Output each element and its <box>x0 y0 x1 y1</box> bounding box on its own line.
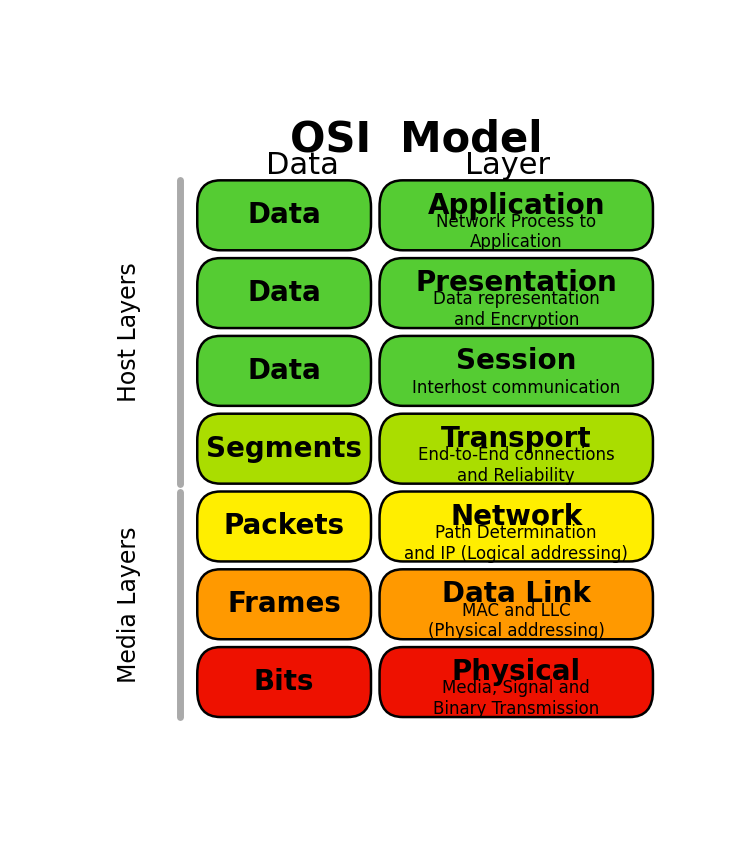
Text: Data: Data <box>266 151 339 180</box>
FancyBboxPatch shape <box>379 570 653 639</box>
FancyBboxPatch shape <box>379 258 653 328</box>
Text: Interhost communication: Interhost communication <box>412 379 620 396</box>
Text: Host Layers: Host Layers <box>117 262 141 402</box>
Text: Data representation
and Encryption: Data representation and Encryption <box>433 290 600 329</box>
Text: MAC and LLC
(Physical addressing): MAC and LLC (Physical addressing) <box>428 602 605 640</box>
FancyBboxPatch shape <box>197 647 371 717</box>
FancyBboxPatch shape <box>197 258 371 328</box>
Text: Presentation: Presentation <box>415 269 617 297</box>
Text: Network Process to
Application: Network Process to Application <box>436 213 596 251</box>
Text: End-to-End connections
and Reliability: End-to-End connections and Reliability <box>418 446 614 485</box>
Text: Media Layers: Media Layers <box>117 526 141 683</box>
Text: Layer: Layer <box>465 151 551 180</box>
FancyBboxPatch shape <box>379 492 653 561</box>
FancyBboxPatch shape <box>379 647 653 717</box>
FancyBboxPatch shape <box>197 492 371 561</box>
Text: Bits: Bits <box>254 668 315 696</box>
FancyBboxPatch shape <box>197 180 371 250</box>
FancyBboxPatch shape <box>197 413 371 484</box>
FancyBboxPatch shape <box>379 336 653 406</box>
Text: Physical: Physical <box>452 658 581 686</box>
Text: Data: Data <box>247 357 321 385</box>
Text: Transport: Transport <box>441 424 592 453</box>
FancyBboxPatch shape <box>197 570 371 639</box>
Text: Data Link: Data Link <box>442 581 591 609</box>
Text: Frames: Frames <box>227 590 341 618</box>
Text: OSI  Model: OSI Model <box>290 118 543 160</box>
FancyBboxPatch shape <box>379 413 653 484</box>
FancyBboxPatch shape <box>379 180 653 250</box>
Text: Media, Signal and
Binary Transmission: Media, Signal and Binary Transmission <box>433 679 599 718</box>
Text: Session: Session <box>456 347 576 375</box>
Text: Path Determination
and IP (Logical addressing): Path Determination and IP (Logical addre… <box>404 524 628 563</box>
Text: Data: Data <box>247 279 321 307</box>
Text: Segments: Segments <box>206 435 362 463</box>
FancyBboxPatch shape <box>197 336 371 406</box>
Text: Network: Network <box>450 503 582 531</box>
Text: Packets: Packets <box>223 513 345 541</box>
Text: Data: Data <box>247 201 321 229</box>
Text: Application: Application <box>428 192 605 220</box>
